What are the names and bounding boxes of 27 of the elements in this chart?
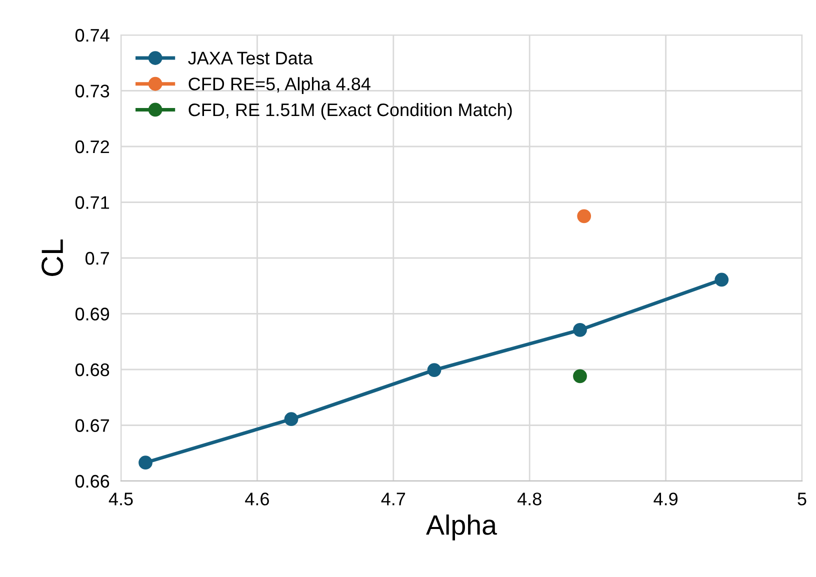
point <box>138 456 152 470</box>
x-tick-label: 5 <box>798 492 806 506</box>
point <box>573 369 587 384</box>
y-tick-label: 0.69 <box>75 308 110 320</box>
point <box>427 363 442 377</box>
y-tick-label: 0.66 <box>75 474 110 488</box>
legend-label: CFD, RE 1.51M (Exact Condition Match) <box>188 102 512 120</box>
x-tick-label: 4.7 <box>381 492 406 506</box>
x-tick-label: 4.8 <box>517 492 542 506</box>
y-tick-label: 0.67 <box>75 419 109 432</box>
x-axis-title: Alpha <box>426 514 498 540</box>
legend-label: CFD RE=5, Alpha 4.84 <box>188 77 370 94</box>
y-tick-label: 0.73 <box>75 84 110 98</box>
x-tick-label: 4.5 <box>108 492 133 506</box>
point <box>714 272 729 287</box>
x-tick-label: 4.6 <box>245 492 269 506</box>
y-tick-label: 0.74 <box>75 28 110 42</box>
point <box>284 412 298 426</box>
x-tick-label: 4.9 <box>654 492 678 506</box>
point <box>577 209 592 224</box>
y-tick-label: 0.68 <box>75 363 110 376</box>
point <box>573 322 587 337</box>
y-tick-label: 0.71 <box>75 196 110 209</box>
y-tick-label: 0.72 <box>75 140 109 154</box>
y-tick-label: 0.7 <box>85 252 109 265</box>
legend-label: JAXA Test Data <box>188 52 313 65</box>
y-axis-title: CL <box>42 239 64 276</box>
